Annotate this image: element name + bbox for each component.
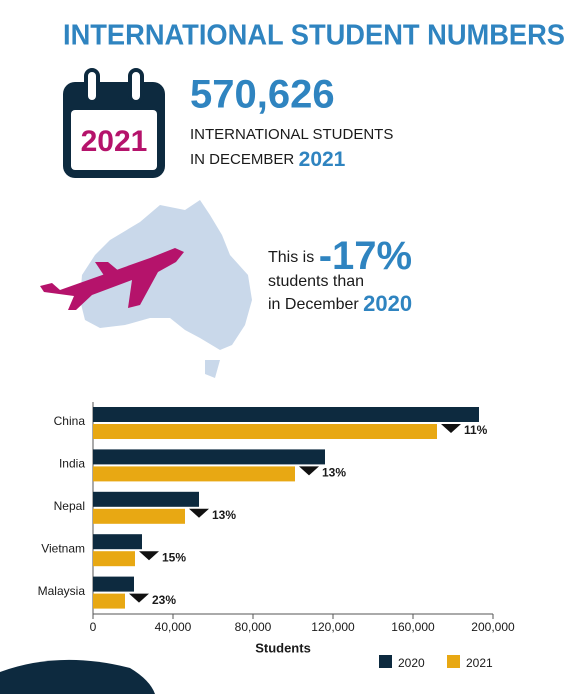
total-line1: INTERNATIONAL STUDENTS: [190, 126, 393, 143]
total-line2: IN DECEMBER 2021: [190, 148, 346, 171]
bar: [93, 449, 325, 465]
x-axis-label: Students: [255, 640, 311, 655]
x-tick-label: 80,000: [235, 620, 272, 634]
bar: [93, 424, 437, 439]
globe-icon: [0, 659, 155, 694]
x-tick-label: 40,000: [155, 620, 192, 634]
change-label: 11%: [464, 423, 488, 437]
bar: [93, 407, 479, 422]
change-arrow: [129, 593, 149, 603]
change-line3: in December 2020: [268, 291, 412, 316]
bar: [93, 576, 134, 592]
x-tick-label: 200,000: [471, 620, 515, 634]
change-arrow: [189, 508, 209, 518]
legend-swatch: [379, 655, 392, 668]
total: 570,626: [190, 73, 335, 117]
change-arrow: [139, 551, 159, 561]
bar: [93, 466, 295, 482]
bar-chart: 0 40,000 80,000 120,000 160,000 200,000 Studen…: [38, 402, 515, 670]
plane-icon: [40, 248, 184, 310]
legend-swatch: [447, 655, 460, 668]
y-tick-label: India: [59, 457, 85, 471]
x-tick-label: 120,000: [311, 620, 355, 634]
x-tick-label: 160,000: [391, 620, 435, 634]
change-line2: students than: [268, 273, 364, 290]
change-label: 23%: [152, 593, 176, 607]
change-label: 13%: [322, 466, 346, 480]
y-tick-label: China: [54, 414, 86, 428]
y-tick-label: Vietnam: [41, 541, 85, 555]
change-line3-text: in December: [268, 296, 359, 313]
change-arrow: [441, 424, 461, 433]
change-year: 2020: [363, 291, 412, 316]
calendar-year: 2021: [81, 125, 148, 158]
change-label: 15%: [162, 550, 186, 564]
x-tick-label: 0: [90, 620, 97, 634]
change-prefix: This is: [268, 249, 314, 266]
legend-label: 2021: [466, 656, 493, 670]
australia-map: [80, 200, 252, 378]
total-year: 2021: [299, 148, 346, 171]
bar: [93, 491, 199, 507]
legend-label: 2020: [398, 656, 425, 670]
title: INTERNATIONAL STUDENT NUMBERS: [63, 20, 565, 52]
calendar-icon: [63, 68, 165, 178]
bar: [93, 551, 135, 567]
change-line1: This is -17%: [268, 234, 412, 278]
bar: [93, 508, 185, 524]
bar: [93, 593, 125, 609]
total-line2-text: IN DECEMBER: [190, 151, 294, 168]
y-tick-label: Malaysia: [38, 584, 86, 598]
change-arrow: [299, 466, 319, 476]
y-tick-label: Nepal: [54, 499, 85, 513]
bar: [93, 534, 142, 550]
change-label: 13%: [212, 508, 236, 522]
change-value: -17%: [319, 234, 412, 278]
